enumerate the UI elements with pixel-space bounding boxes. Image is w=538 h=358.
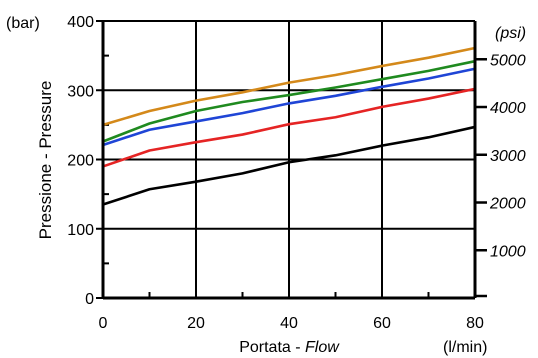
x-axis-label-italic: Flow [305, 339, 340, 356]
series-line-1 [102, 46, 476, 127]
series-line-3 [102, 67, 476, 147]
y-unit-left: (bar) [6, 15, 40, 32]
y-tick-label: 400 [67, 14, 94, 31]
axes [96, 20, 487, 300]
y-tick-label: 100 [67, 222, 94, 239]
x-tick-label: 80 [466, 315, 484, 332]
y-tick-label: 200 [67, 153, 94, 170]
psi-tick-label: 1000 [490, 243, 526, 260]
x-tick-label: 40 [280, 315, 298, 332]
x-axis-label-main: Portata - [239, 339, 305, 356]
x-tick-label: 60 [373, 315, 391, 332]
psi-tick-label: 5000 [490, 52, 526, 69]
y-unit-right: (psi) [495, 25, 526, 42]
series-lines [102, 46, 476, 206]
y-tick-label: 0 [85, 291, 94, 308]
grid [103, 20, 476, 298]
y-axis-label: Pressione - Pressure [36, 81, 55, 240]
psi-tick-label: 4000 [490, 100, 526, 117]
x-unit: (l/min) [443, 339, 487, 356]
x-tick-label: 20 [187, 315, 205, 332]
x-tick-label: 0 [99, 315, 108, 332]
x-axis-label: Portata - Flow [239, 339, 340, 356]
series-line-4 [102, 87, 476, 168]
series-line-2 [102, 59, 476, 143]
psi-tick-label: 2000 [489, 196, 526, 213]
psi-tick-label: 3000 [490, 148, 526, 165]
minor-ticks [103, 54, 430, 298]
y-tick-label: 300 [67, 83, 94, 100]
series-line-5 [102, 125, 476, 206]
